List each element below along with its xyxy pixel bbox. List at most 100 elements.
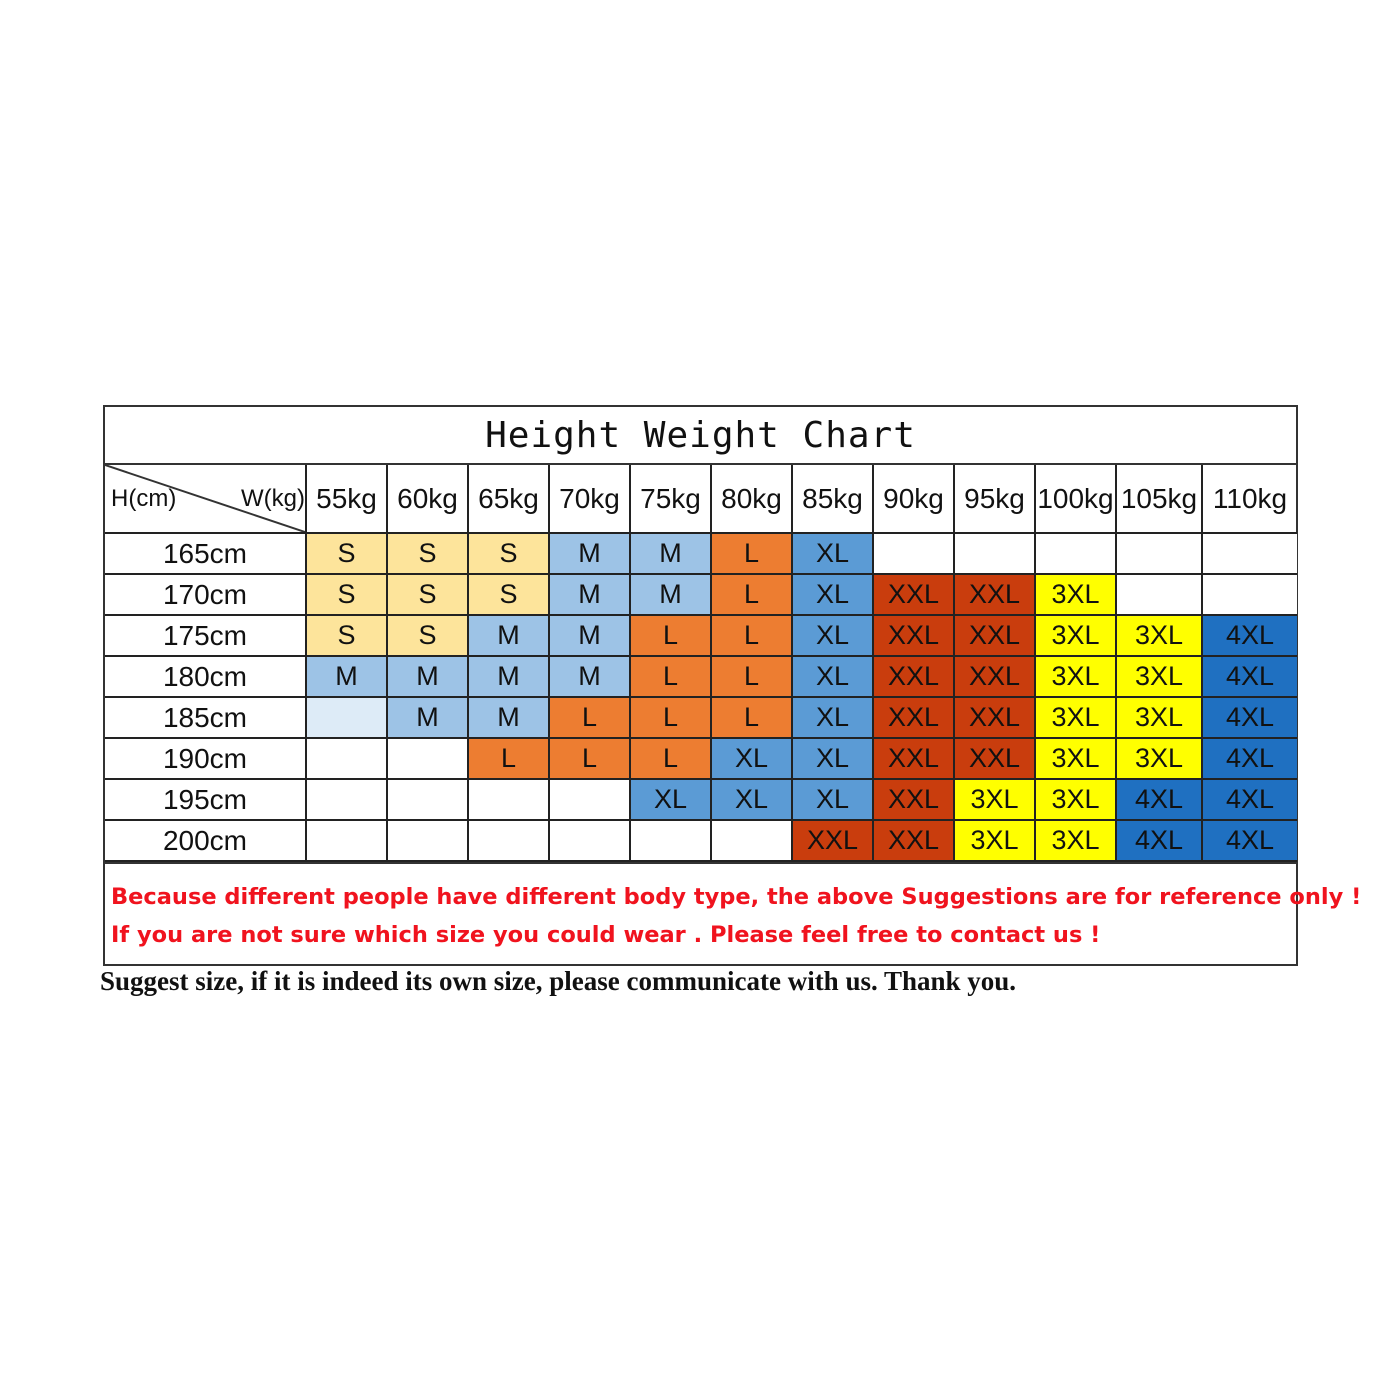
- size-cell: S: [305, 573, 388, 616]
- height-axis-label: H(cm): [111, 485, 177, 512]
- size-cell: 4XL: [1201, 614, 1297, 657]
- height-label: 190cm: [105, 737, 307, 780]
- size-cell: XL: [791, 655, 874, 698]
- size-cell: XXL: [872, 778, 955, 821]
- size-cell: XL: [791, 737, 874, 780]
- size-cell: L: [548, 737, 631, 780]
- height-label: 185cm: [105, 696, 307, 739]
- size-cell: [305, 778, 388, 821]
- size-cell: XXL: [953, 614, 1036, 657]
- size-cell: [548, 819, 631, 862]
- corner-cell: H(cm) W(kg): [105, 465, 307, 534]
- size-cell: M: [629, 532, 712, 575]
- size-table: H(cm) W(kg) 55kg 60kg 65kg 70kg 75kg 80kg 85kg…: [105, 465, 1297, 862]
- height-label: 200cm: [105, 819, 307, 862]
- size-cell: M: [548, 532, 631, 575]
- size-cell: M: [386, 696, 469, 739]
- size-chart: Height Weight Chart H(cm) W(kg) 55kg 60kg…: [103, 405, 1361, 966]
- table-body: 165cm S S S M M L XL 170cm S S S M M L XL XXL XXL 3XL 175cm…: [105, 532, 1297, 862]
- size-cell: L: [710, 655, 793, 698]
- size-cell: [305, 737, 388, 780]
- size-cell: L: [548, 696, 631, 739]
- size-cell: M: [548, 573, 631, 616]
- size-cell: L: [629, 737, 712, 780]
- size-cell: [305, 696, 388, 739]
- size-cell: S: [386, 573, 469, 616]
- size-cell: M: [548, 655, 631, 698]
- size-cell: XL: [791, 778, 874, 821]
- table-row: 170cm S S S M M L XL XXL XXL 3XL: [105, 573, 1297, 616]
- size-cell: XXL: [872, 819, 955, 862]
- size-cell: [1201, 532, 1297, 575]
- size-cell: 4XL: [1201, 696, 1297, 739]
- size-cell: M: [467, 655, 550, 698]
- size-cell: S: [386, 614, 469, 657]
- size-cell: L: [629, 655, 712, 698]
- size-cell: 4XL: [1201, 778, 1297, 821]
- size-cell: 4XL: [1201, 655, 1297, 698]
- size-cell: 3XL: [1034, 819, 1117, 862]
- size-cell: [548, 778, 631, 821]
- weight-header: 95kg: [953, 465, 1036, 534]
- height-label: 195cm: [105, 778, 307, 821]
- size-cell: XL: [791, 614, 874, 657]
- size-cell: [872, 532, 955, 575]
- size-cell: XL: [710, 778, 793, 821]
- size-cell: [1201, 573, 1297, 616]
- size-cell: S: [305, 532, 388, 575]
- size-cell: L: [629, 696, 712, 739]
- size-cell: XXL: [953, 737, 1036, 780]
- weight-header: 90kg: [872, 465, 955, 534]
- size-cell: M: [629, 573, 712, 616]
- size-cell: XXL: [953, 696, 1036, 739]
- size-cell: 3XL: [953, 819, 1036, 862]
- size-cell: [467, 778, 550, 821]
- size-cell: 3XL: [1034, 573, 1117, 616]
- size-cell: 3XL: [953, 778, 1036, 821]
- size-cell: XXL: [791, 819, 874, 862]
- size-cell: 3XL: [1034, 614, 1117, 657]
- size-cell: 3XL: [1115, 696, 1203, 739]
- weight-header: 75kg: [629, 465, 712, 534]
- size-cell: [1115, 573, 1203, 616]
- size-cell: [386, 819, 469, 862]
- size-cell: L: [710, 614, 793, 657]
- size-cell: XXL: [953, 573, 1036, 616]
- header-row: H(cm) W(kg) 55kg 60kg 65kg 70kg 75kg 80kg 85kg…: [105, 465, 1297, 534]
- size-cell: [305, 819, 388, 862]
- size-cell: XL: [791, 532, 874, 575]
- size-cell: [386, 778, 469, 821]
- size-cell: 3XL: [1115, 614, 1203, 657]
- size-cell: 4XL: [1115, 819, 1203, 862]
- weight-header: 100kg: [1034, 465, 1117, 534]
- size-cell: L: [710, 532, 793, 575]
- footer-note: Suggest size, if it is indeed its own si…: [100, 966, 1017, 996]
- weight-header: 65kg: [467, 465, 550, 534]
- size-cell: XXL: [872, 655, 955, 698]
- size-cell: [953, 532, 1036, 575]
- size-cell: XL: [710, 737, 793, 780]
- weight-header: 60kg: [386, 465, 469, 534]
- size-cell: 3XL: [1034, 737, 1117, 780]
- height-label: 175cm: [105, 614, 307, 657]
- size-cell: L: [467, 737, 550, 780]
- disclaimer: Because different people have different …: [105, 862, 1361, 964]
- weight-header: 55kg: [305, 465, 388, 534]
- size-cell: XXL: [872, 573, 955, 616]
- size-cell: XXL: [872, 737, 955, 780]
- size-cell: [386, 737, 469, 780]
- weight-axis-label: W(kg): [241, 485, 305, 512]
- size-cell: [629, 819, 712, 862]
- size-cell: L: [710, 696, 793, 739]
- table-row: 165cm S S S M M L XL: [105, 532, 1297, 575]
- size-cell: M: [467, 696, 550, 739]
- size-cell: 4XL: [1201, 819, 1297, 862]
- size-cell: 3XL: [1034, 696, 1117, 739]
- weight-header: 80kg: [710, 465, 793, 534]
- size-cell: 3XL: [1034, 655, 1117, 698]
- size-cell: [467, 819, 550, 862]
- size-cell: XL: [791, 696, 874, 739]
- size-cell: S: [467, 532, 550, 575]
- table-row: 200cm XXL XXL 3XL 3XL 4XL 4XL: [105, 819, 1297, 862]
- height-label: 170cm: [105, 573, 307, 616]
